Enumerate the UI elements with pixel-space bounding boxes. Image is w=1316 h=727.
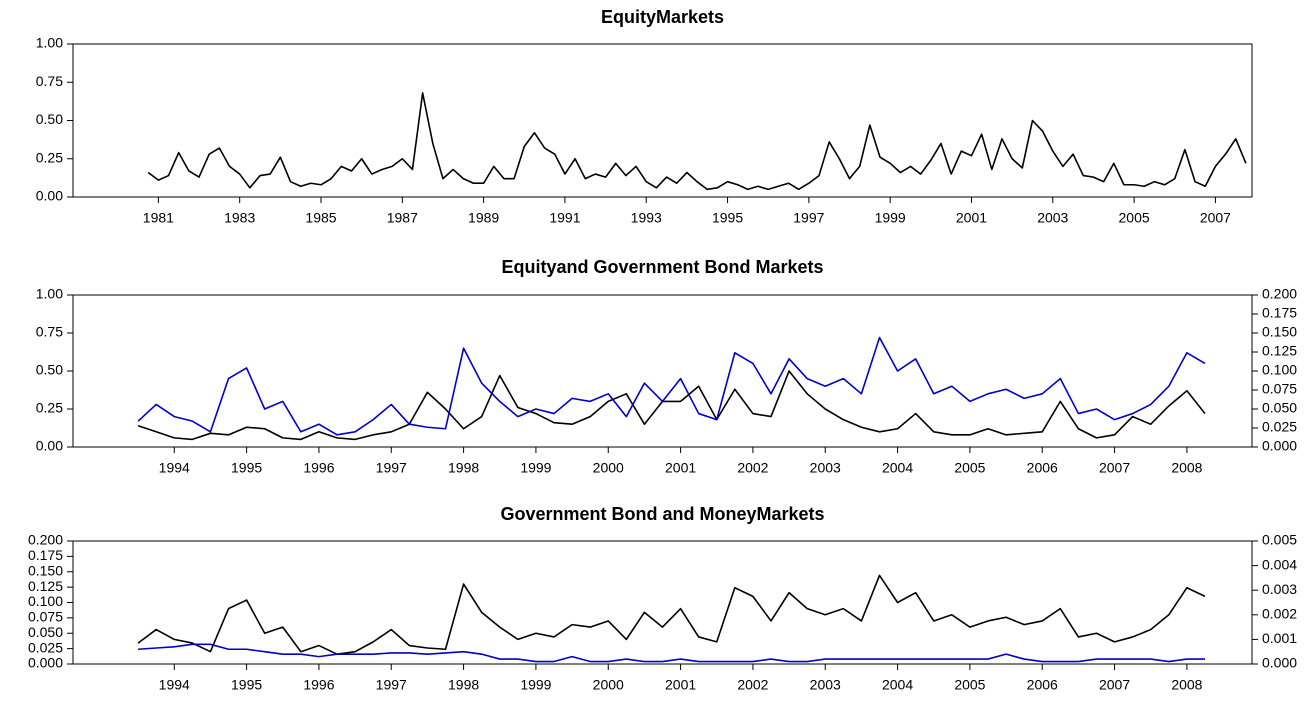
series-line (137, 574, 1206, 655)
x-tick-label: 2006 (1027, 460, 1058, 476)
x-tick-label: 2007 (1200, 210, 1231, 226)
x-tick-label: 2001 (665, 677, 696, 693)
x-tick-label: 1989 (468, 210, 499, 226)
x-tick-label: 1997 (376, 677, 407, 693)
chart-title: EquityMarkets (601, 7, 724, 27)
x-tick-label: 2005 (1119, 210, 1150, 226)
plot-frame (72, 540, 1253, 665)
y-tick-label: 0.50 (36, 362, 63, 378)
x-tick-label: 2002 (737, 460, 768, 476)
y2-tick-label: 0.004 (1262, 556, 1297, 572)
y-tick-label: 0.000 (28, 655, 63, 671)
x-tick-label: 2003 (1037, 210, 1068, 226)
y-tick-label: 0.00 (36, 188, 63, 204)
x-tick-label: 2008 (1171, 460, 1202, 476)
chart-title: Government Bond and MoneyMarkets (500, 504, 824, 524)
x-tick-label: 2003 (810, 677, 841, 693)
x-tick-label: 2006 (1027, 677, 1058, 693)
x-tick-label: 2007 (1099, 677, 1130, 693)
x-tick-label: 2005 (954, 460, 985, 476)
x-tick-label: 1998 (448, 677, 479, 693)
y-tick-label: 0.025 (28, 639, 63, 655)
x-tick-label: 1999 (875, 210, 906, 226)
x-tick-label: 1981 (143, 210, 174, 226)
x-tick-label: 2000 (593, 677, 624, 693)
x-tick-label: 1994 (159, 460, 190, 476)
y2-tick-label: 0.075 (1262, 381, 1297, 397)
x-tick-label: 1994 (159, 677, 190, 693)
x-tick-label: 2007 (1099, 460, 1130, 476)
x-tick-label: 1993 (631, 210, 662, 226)
x-tick-label: 2004 (882, 460, 913, 476)
x-tick-label: 2004 (882, 677, 913, 693)
y-tick-label: 0.25 (36, 400, 63, 416)
y-tick-label: 0.075 (28, 609, 63, 625)
y-tick-label: 0.00 (36, 438, 63, 454)
x-tick-label: 1997 (793, 210, 824, 226)
x-tick-label: 1995 (231, 460, 262, 476)
series-line (137, 370, 1206, 441)
x-tick-label: 1996 (303, 677, 334, 693)
y-tick-label: 0.200 (28, 532, 63, 548)
y-tick-label: 0.150 (28, 562, 63, 578)
y-tick-label: 1.00 (36, 35, 63, 51)
series-line (147, 92, 1247, 191)
y-tick-label: 0.100 (28, 593, 63, 609)
chart-title: Equityand Government Bond Markets (501, 257, 823, 277)
series-line (137, 336, 1206, 436)
series-line (138, 643, 1205, 663)
x-tick-label: 1995 (231, 677, 262, 693)
plot-frame (72, 43, 1253, 198)
y2-tick-label: 0.125 (1262, 343, 1297, 359)
x-tick-label: 1983 (224, 210, 255, 226)
x-tick-label: 2003 (810, 460, 841, 476)
y2-tick-label: 0.200 (1262, 286, 1297, 302)
y-tick-label: 0.75 (36, 73, 63, 89)
y2-tick-label: 0.001 (1262, 630, 1297, 646)
x-tick-label: 1985 (305, 210, 336, 226)
x-tick-label: 1998 (448, 460, 479, 476)
y2-tick-label: 0.000 (1262, 655, 1297, 671)
x-tick-label: 2000 (593, 460, 624, 476)
y2-tick-label: 0.005 (1262, 532, 1297, 548)
y-tick-label: 1.00 (36, 286, 63, 302)
x-tick-label: 1996 (303, 460, 334, 476)
x-tick-label: 2001 (665, 460, 696, 476)
y2-tick-label: 0.050 (1262, 400, 1297, 416)
y-tick-label: 0.50 (36, 111, 63, 127)
x-tick-label: 1999 (520, 677, 551, 693)
y2-tick-label: 0.025 (1262, 419, 1297, 435)
y-tick-label: 0.75 (36, 324, 63, 340)
x-tick-label: 1991 (549, 210, 580, 226)
y-tick-label: 0.050 (28, 624, 63, 640)
x-tick-label: 1987 (387, 210, 418, 226)
y2-tick-label: 0.175 (1262, 305, 1297, 321)
x-tick-label: 2008 (1171, 677, 1202, 693)
y-tick-label: 0.175 (28, 547, 63, 563)
y2-tick-label: 0.150 (1262, 324, 1297, 340)
x-tick-label: 1999 (520, 460, 551, 476)
y2-tick-label: 0.000 (1262, 438, 1297, 454)
y-tick-label: 0.125 (28, 578, 63, 594)
x-tick-label: 2002 (737, 677, 768, 693)
y2-tick-label: 0.100 (1262, 362, 1297, 378)
y2-tick-label: 0.002 (1262, 606, 1297, 622)
x-tick-label: 2005 (954, 677, 985, 693)
y-tick-label: 0.25 (36, 149, 63, 165)
x-tick-label: 1997 (376, 460, 407, 476)
y2-tick-label: 0.003 (1262, 581, 1297, 597)
x-tick-label: 2001 (956, 210, 987, 226)
x-tick-label: 1995 (712, 210, 743, 226)
